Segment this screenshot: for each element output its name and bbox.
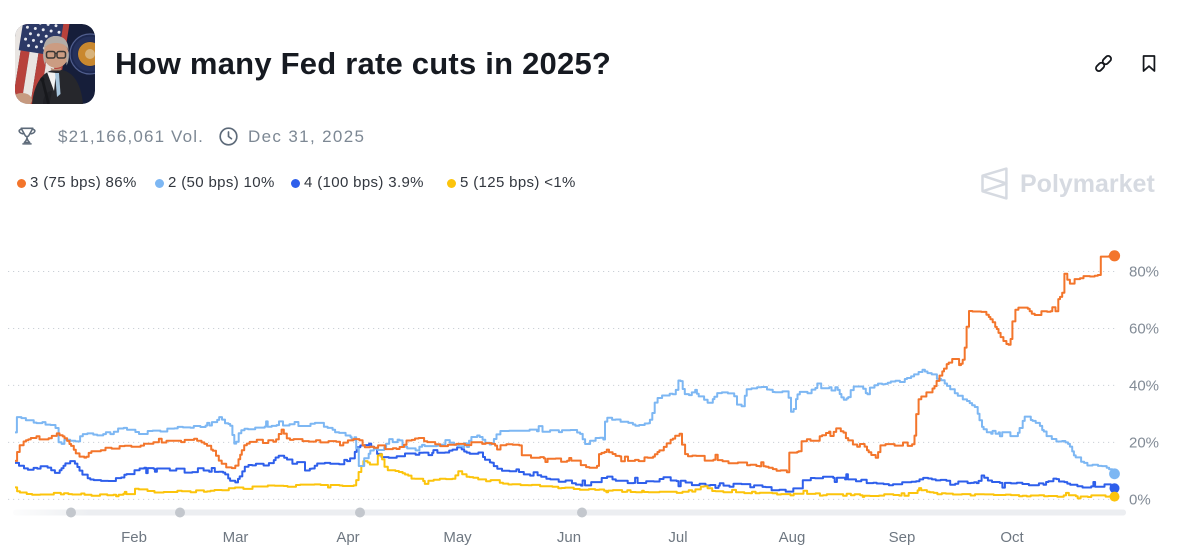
svg-text:Aug: Aug	[779, 529, 806, 546]
svg-text:Oct: Oct	[1000, 529, 1024, 546]
svg-text:Jul: Jul	[668, 529, 687, 546]
svg-text:0%: 0%	[1129, 491, 1151, 508]
svg-text:Mar: Mar	[223, 529, 249, 546]
svg-text:Feb: Feb	[121, 529, 147, 546]
svg-text:20%: 20%	[1129, 434, 1159, 451]
svg-text:Jun: Jun	[557, 529, 581, 546]
svg-text:Apr: Apr	[336, 529, 359, 546]
svg-text:60%: 60%	[1129, 321, 1159, 338]
svg-text:80%: 80%	[1129, 264, 1159, 281]
svg-text:40%: 40%	[1129, 377, 1159, 394]
svg-text:May: May	[443, 529, 472, 546]
svg-text:Sep: Sep	[889, 529, 916, 546]
